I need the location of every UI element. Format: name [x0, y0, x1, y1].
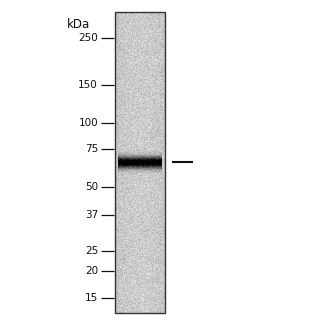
- Text: kDa: kDa: [67, 18, 90, 31]
- Bar: [115, 12, 165, 313]
- Text: 25: 25: [85, 246, 98, 256]
- Text: 100: 100: [78, 118, 98, 128]
- Text: 20: 20: [85, 266, 98, 277]
- Text: 50: 50: [85, 182, 98, 192]
- Text: 250: 250: [78, 33, 98, 43]
- Text: 15: 15: [85, 293, 98, 303]
- Text: 37: 37: [85, 210, 98, 220]
- Text: 75: 75: [85, 144, 98, 154]
- Text: 150: 150: [78, 80, 98, 90]
